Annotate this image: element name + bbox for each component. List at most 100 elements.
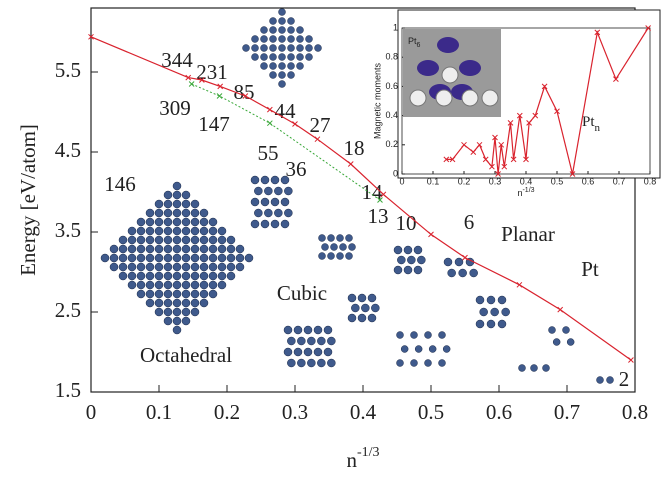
cluster-atom	[306, 45, 313, 52]
cluster-atom	[371, 304, 379, 312]
cluster-atom	[498, 320, 506, 328]
cluster-atom	[182, 254, 190, 262]
cluster-atom	[487, 320, 495, 328]
annotation: 309	[159, 96, 191, 120]
cluster-atom	[414, 266, 422, 274]
cluster-atom	[146, 227, 154, 235]
x-tick-label: 0.1	[427, 176, 440, 186]
cluster-atom	[155, 299, 163, 307]
cluster-atom	[182, 281, 190, 289]
cluster-atom	[173, 245, 181, 253]
cluster-atom	[349, 244, 356, 251]
cluster-atom	[470, 269, 478, 277]
cluster-atom	[191, 308, 199, 316]
cluster-atom	[209, 227, 217, 235]
x-tick-label: 0.8	[644, 176, 657, 186]
cluster-atom	[164, 308, 172, 316]
cluster-atom	[498, 296, 506, 304]
cluster-atom	[200, 299, 208, 307]
cluster-atom	[209, 263, 217, 271]
cluster-atom	[487, 296, 495, 304]
cluster-atom	[270, 36, 277, 43]
spin-density	[459, 60, 481, 76]
cluster-atom	[261, 27, 268, 34]
cluster-atom	[119, 245, 127, 253]
data-point	[558, 307, 563, 312]
cluster-atom	[270, 45, 277, 52]
cluster-atom	[137, 254, 145, 262]
cluster-atom	[173, 191, 181, 199]
cluster-atom	[182, 272, 190, 280]
cluster-atom	[404, 246, 412, 254]
cluster-atom	[110, 254, 118, 262]
cluster-atom	[288, 54, 295, 61]
cluster-atom	[287, 337, 295, 345]
cluster-atom	[317, 337, 325, 345]
cluster-atom	[164, 272, 172, 280]
annotation: 13	[368, 204, 389, 228]
annotation: 27	[310, 113, 331, 137]
y-tick-label: 1	[393, 22, 398, 32]
cluster-atom	[200, 290, 208, 298]
cluster-atom	[119, 236, 127, 244]
data-point	[348, 162, 353, 167]
cluster-atom	[270, 18, 277, 25]
cluster-atom	[209, 218, 217, 226]
cluster-atom	[173, 281, 181, 289]
cluster-atom	[137, 236, 145, 244]
cluster-atom	[191, 272, 199, 280]
cluster-atom	[137, 218, 145, 226]
cluster-atom	[218, 263, 226, 271]
x-tick-label: 0.1	[146, 400, 172, 424]
cluster-atom	[164, 254, 172, 262]
cluster-atom	[146, 209, 154, 217]
cluster-atom	[218, 281, 226, 289]
cluster-atom	[439, 360, 446, 367]
cluster-atom	[200, 245, 208, 253]
cluster-atom	[307, 337, 315, 345]
cluster-atom	[155, 263, 163, 271]
cluster-atom	[340, 244, 347, 251]
cluster-atom	[209, 245, 217, 253]
cluster-atom	[519, 365, 526, 372]
cluster-atom	[173, 290, 181, 298]
cluster-atom	[324, 326, 332, 334]
cluster-atom	[270, 63, 277, 70]
cluster-atom	[155, 227, 163, 235]
cluster-atom	[397, 360, 404, 367]
cluster-atom	[182, 299, 190, 307]
cluster-atom	[182, 218, 190, 226]
cluster-atom	[607, 377, 614, 384]
cluster-atom	[455, 258, 463, 266]
cluster-atom	[191, 254, 199, 262]
cluster-atom	[254, 209, 262, 217]
cluster-atom	[394, 266, 402, 274]
x-tick-label: 0.4	[350, 400, 377, 424]
cluster-atom	[274, 187, 282, 195]
cluster-atom	[191, 236, 199, 244]
data-point	[217, 94, 222, 99]
x-tick-label: 0.4	[520, 176, 533, 186]
cluster-atom	[251, 220, 259, 228]
y-tick-label: 1.5	[55, 378, 81, 402]
x-tick-label: 0.2	[458, 176, 471, 186]
cluster-atom	[348, 294, 356, 302]
cluster-atom	[128, 227, 136, 235]
cluster-atom	[279, 45, 286, 52]
cluster-atom	[182, 191, 190, 199]
cluster-atom	[173, 182, 181, 190]
cluster-atom	[245, 254, 253, 262]
cluster-atom	[209, 281, 217, 289]
cluster-atom	[271, 176, 279, 184]
cluster-atom	[191, 263, 199, 271]
cluster-atom	[394, 246, 402, 254]
cluster-atom	[288, 72, 295, 79]
cluster-atom	[281, 220, 289, 228]
cluster-atom	[288, 18, 295, 25]
image-label-sub: 6	[417, 42, 421, 49]
cluster-atom	[284, 209, 292, 217]
cluster-atom	[346, 253, 353, 260]
x-tick-label: 0.2	[214, 400, 240, 424]
cluster-atom	[425, 360, 432, 367]
cluster-atom	[164, 245, 172, 253]
